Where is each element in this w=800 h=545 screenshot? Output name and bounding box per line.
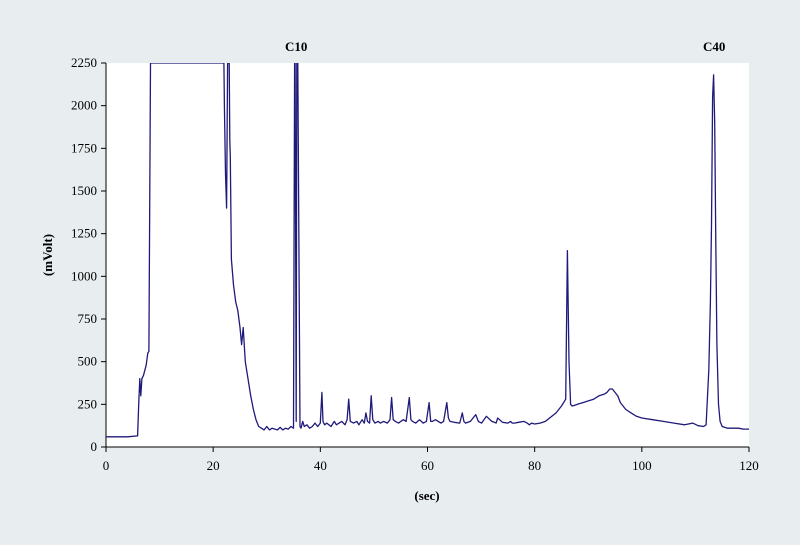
x-tick-label: 20 xyxy=(207,458,220,473)
y-tick-label: 250 xyxy=(78,396,98,411)
y-tick-label: 0 xyxy=(91,439,98,454)
x-tick-label: 100 xyxy=(632,458,652,473)
axes xyxy=(101,62,750,452)
x-tick-label: 120 xyxy=(739,458,759,473)
x-tick-label: 40 xyxy=(314,458,327,473)
y-tick-label: 1500 xyxy=(71,183,97,198)
series-line xyxy=(106,63,749,438)
y-tick-label: 2000 xyxy=(71,98,97,113)
plot-area xyxy=(106,63,749,447)
x-axis-title: (sec) xyxy=(414,488,439,503)
peak-annotation: C10 xyxy=(285,39,307,54)
y-axis-title: (mVolt) xyxy=(40,234,55,276)
y-tick-label: 1250 xyxy=(71,226,97,241)
labels: 0 250 500 750 1000 1250 1500 1750 2000 2250 0 20 40 6… xyxy=(71,39,759,473)
plot-series-group xyxy=(106,63,749,438)
x-tick-label: 0 xyxy=(103,458,110,473)
y-tick-label: 1750 xyxy=(71,140,97,155)
x-tick-label: 60 xyxy=(421,458,434,473)
y-tick-label: 1000 xyxy=(71,268,97,283)
y-tick-label: 750 xyxy=(78,311,98,326)
x-tick-label: 80 xyxy=(528,458,541,473)
peak-annotation: C40 xyxy=(703,39,725,54)
y-tick-label: 500 xyxy=(78,354,98,369)
y-tick-label: 2250 xyxy=(71,55,97,70)
